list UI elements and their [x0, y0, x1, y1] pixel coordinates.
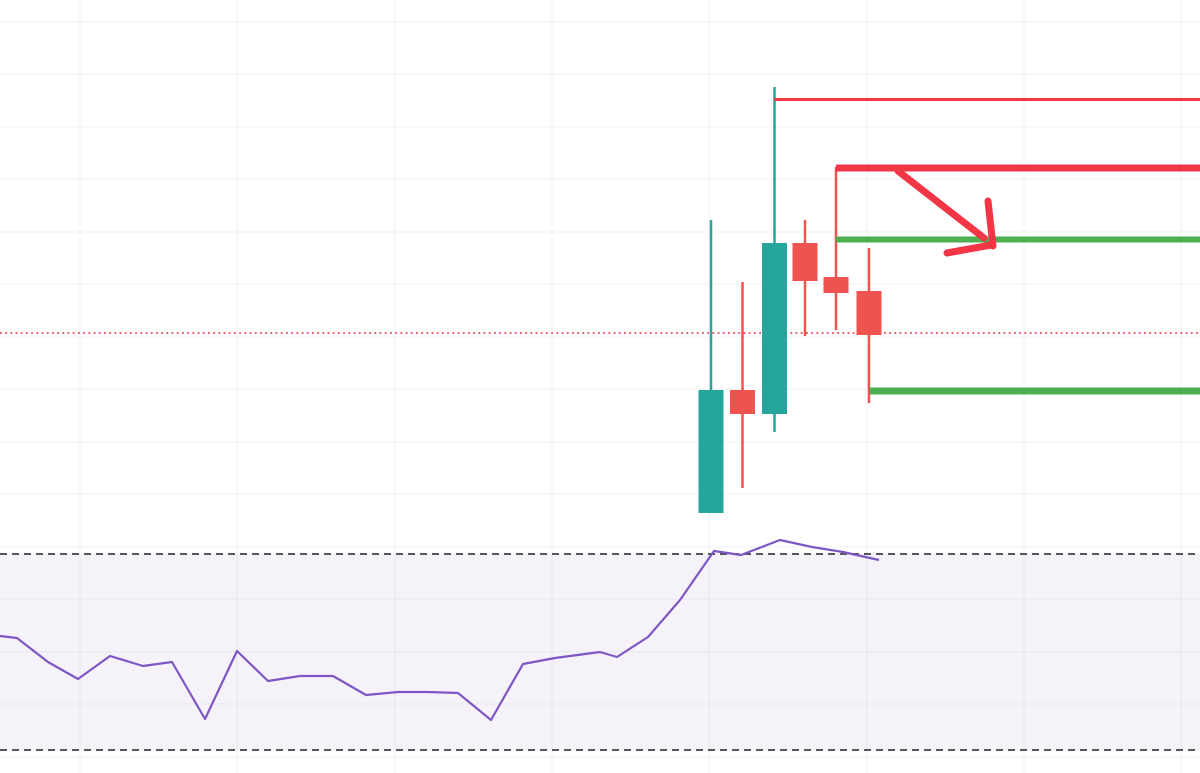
candle-body	[730, 390, 755, 414]
candle-body	[823, 277, 849, 293]
candle-down	[856, 248, 882, 403]
candle-down	[730, 282, 755, 488]
arrow-stroke[interactable]	[984, 197, 997, 250]
candle-body	[856, 291, 882, 335]
arrow-stroke[interactable]	[894, 167, 988, 242]
candle-body	[698, 390, 724, 513]
candle-body	[762, 243, 787, 414]
arrow-drawing[interactable]	[894, 167, 997, 257]
candle-body	[792, 243, 818, 281]
candle-down	[823, 167, 849, 330]
candle-up	[762, 87, 787, 432]
arrow-stroke[interactable]	[943, 241, 995, 257]
candle-down	[792, 220, 818, 336]
candle-up	[698, 220, 724, 513]
rsi-line	[0, 538, 880, 722]
